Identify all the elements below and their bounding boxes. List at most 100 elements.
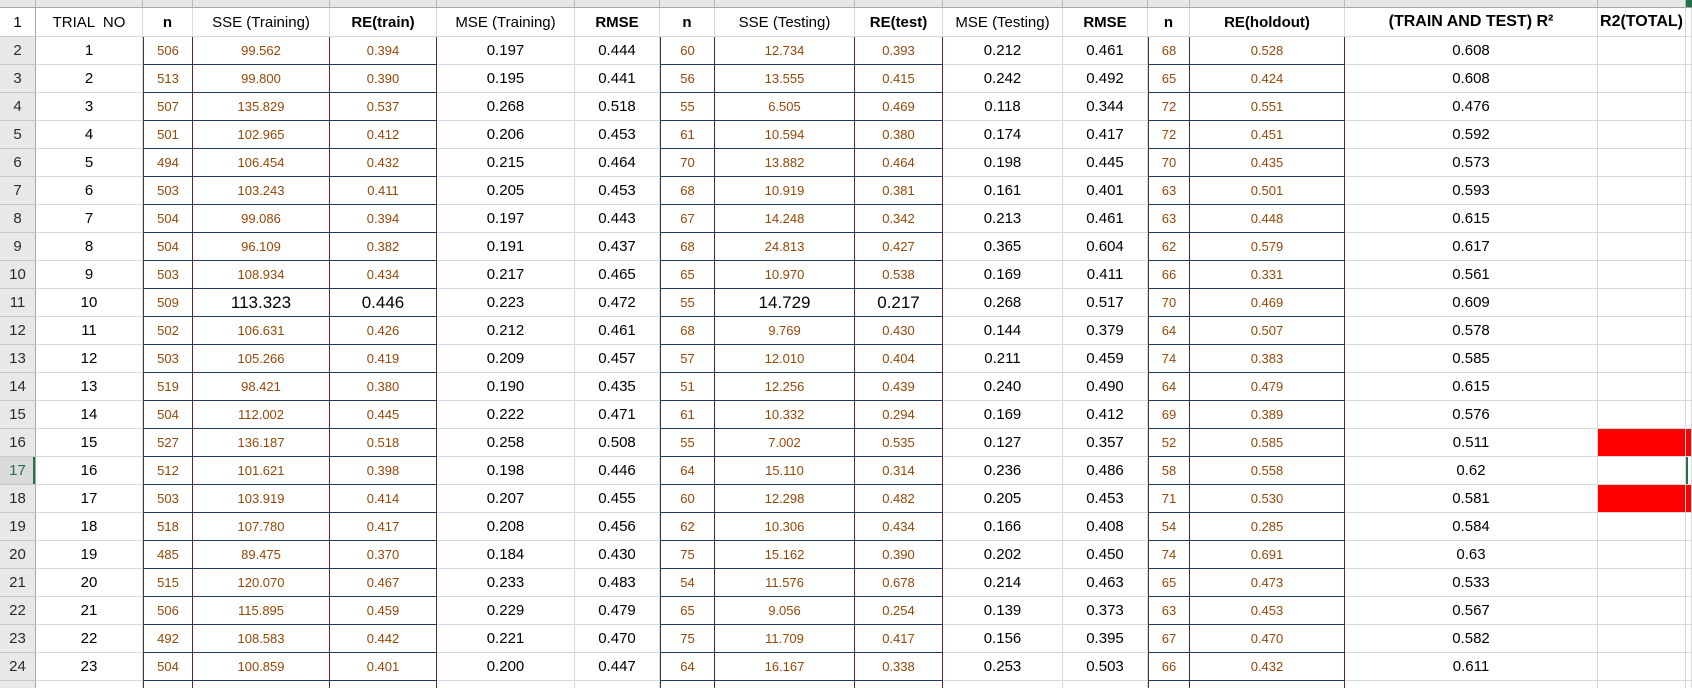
cell-stub[interactable] bbox=[1686, 541, 1692, 569]
cell-rmse_train[interactable]: 0.446 bbox=[575, 457, 660, 485]
cell-r2_total[interactable] bbox=[1598, 569, 1686, 597]
cell-mse_test[interactable]: 0.236 bbox=[943, 457, 1063, 485]
cell-trial[interactable]: 22 bbox=[36, 625, 143, 653]
cell-rmse_train[interactable]: 0.464 bbox=[575, 149, 660, 177]
cell-re_holdout[interactable]: 0.558 bbox=[1190, 457, 1345, 485]
cell-mse_test[interactable]: 0.211 bbox=[943, 345, 1063, 373]
cell-re_holdout[interactable]: 0.432 bbox=[1190, 653, 1345, 681]
cell-stub[interactable] bbox=[1686, 233, 1692, 261]
cell-r2_traintest[interactable]: 0.576 bbox=[1345, 401, 1598, 429]
cell-re_holdout[interactable]: 0.551 bbox=[1190, 93, 1345, 121]
cell-stub[interactable] bbox=[1686, 457, 1692, 485]
cell-mse_train[interactable]: 0.205 bbox=[437, 177, 575, 205]
cell-re_holdout[interactable]: 0.424 bbox=[1190, 65, 1345, 93]
cell-sse_test[interactable]: 10.306 bbox=[715, 513, 855, 541]
cell-stub[interactable] bbox=[1686, 597, 1692, 625]
cell-re_holdout[interactable]: 0.528 bbox=[1190, 37, 1345, 65]
cell-sse_test[interactable] bbox=[715, 681, 855, 688]
cell-re_test[interactable]: 0.415 bbox=[855, 65, 943, 93]
cell-stub[interactable] bbox=[1686, 261, 1692, 289]
column-header-stub[interactable] bbox=[1686, 8, 1692, 37]
column-header-mse_train[interactable]: MSE (Training) bbox=[437, 8, 575, 37]
cell-re_holdout[interactable]: 0.501 bbox=[1190, 177, 1345, 205]
cell-rmse_test[interactable]: 0.357 bbox=[1063, 429, 1148, 457]
cell-mse_test[interactable]: 0.169 bbox=[943, 261, 1063, 289]
cell-rmse_test[interactable]: 0.459 bbox=[1063, 345, 1148, 373]
cell-rmse_test[interactable]: 0.379 bbox=[1063, 317, 1148, 345]
cell-re_train[interactable]: 0.394 bbox=[330, 205, 437, 233]
cell-sse_test[interactable]: 14.248 bbox=[715, 205, 855, 233]
cell-mse_train[interactable]: 0.223 bbox=[437, 289, 575, 317]
cell-trial[interactable]: 8 bbox=[36, 233, 143, 261]
cell-sse_test[interactable]: 12.298 bbox=[715, 485, 855, 513]
cell-n_test[interactable]: 61 bbox=[660, 121, 715, 149]
cell-mse_train[interactable]: 0.209 bbox=[437, 345, 575, 373]
cell-trial[interactable]: 1 bbox=[36, 37, 143, 65]
cell-rmse_test[interactable]: 0.373 bbox=[1063, 597, 1148, 625]
cell-n_test[interactable]: 70 bbox=[660, 149, 715, 177]
cell-stub[interactable] bbox=[1686, 149, 1692, 177]
cell-rmse_test[interactable]: 0.461 bbox=[1063, 37, 1148, 65]
cell-r2_total[interactable] bbox=[1598, 205, 1686, 233]
cell-mse_test[interactable]: 0.169 bbox=[943, 401, 1063, 429]
cell-trial[interactable]: 10 bbox=[36, 289, 143, 317]
cell-stub[interactable] bbox=[1686, 485, 1692, 513]
cell-rmse_train[interactable]: 0.453 bbox=[575, 121, 660, 149]
cell-sse_train[interactable]: 112.002 bbox=[193, 401, 330, 429]
cell-mse_train[interactable]: 0.198 bbox=[437, 457, 575, 485]
cell-r2_traintest[interactable]: 0.611 bbox=[1345, 653, 1598, 681]
cell-n_holdout[interactable] bbox=[1148, 681, 1190, 688]
cell-re_train[interactable] bbox=[330, 681, 437, 688]
column-header-n_train[interactable]: n bbox=[143, 8, 193, 37]
cell-stub[interactable] bbox=[1686, 121, 1692, 149]
cell-n_test[interactable]: 51 bbox=[660, 373, 715, 401]
cell-n_train[interactable]: 518 bbox=[143, 513, 193, 541]
cell-mse_train[interactable]: 0.184 bbox=[437, 541, 575, 569]
cell-re_holdout[interactable]: 0.507 bbox=[1190, 317, 1345, 345]
column-header-sse_train[interactable]: SSE (Training) bbox=[193, 8, 330, 37]
cell-re_holdout[interactable]: 0.479 bbox=[1190, 373, 1345, 401]
cell-r2_traintest[interactable]: 0.582 bbox=[1345, 625, 1598, 653]
cell-n_test[interactable]: 55 bbox=[660, 429, 715, 457]
cell-mse_test[interactable]: 0.253 bbox=[943, 653, 1063, 681]
cell-stub[interactable] bbox=[1686, 373, 1692, 401]
row-header[interactable]: 23 bbox=[0, 625, 36, 653]
cell-re_train[interactable]: 0.382 bbox=[330, 233, 437, 261]
cell-n_test[interactable]: 60 bbox=[660, 37, 715, 65]
cell-re_train[interactable]: 0.412 bbox=[330, 121, 437, 149]
row-header[interactable]: 3 bbox=[0, 65, 36, 93]
cell-n_train[interactable]: 501 bbox=[143, 121, 193, 149]
cell-r2_total[interactable] bbox=[1598, 121, 1686, 149]
cell-sse_test[interactable]: 13.882 bbox=[715, 149, 855, 177]
row-header[interactable]: 5 bbox=[0, 121, 36, 149]
cell-sse_train[interactable]: 106.631 bbox=[193, 317, 330, 345]
cell-re_holdout[interactable]: 0.451 bbox=[1190, 121, 1345, 149]
cell-rmse_train[interactable]: 0.455 bbox=[575, 485, 660, 513]
cell-re_train[interactable]: 0.442 bbox=[330, 625, 437, 653]
cell-rmse_test[interactable]: 0.344 bbox=[1063, 93, 1148, 121]
cell-r2_total[interactable] bbox=[1598, 345, 1686, 373]
cell-n_test[interactable]: 75 bbox=[660, 541, 715, 569]
cell-re_train[interactable]: 0.467 bbox=[330, 569, 437, 597]
row-header[interactable]: 1 bbox=[0, 8, 36, 37]
cell-r2_traintest[interactable]: 0.593 bbox=[1345, 177, 1598, 205]
cell-rmse_test[interactable]: 0.503 bbox=[1063, 653, 1148, 681]
cell-re_test[interactable]: 0.427 bbox=[855, 233, 943, 261]
cell-mse_train[interactable]: 0.197 bbox=[437, 37, 575, 65]
cell-n_train[interactable]: 503 bbox=[143, 485, 193, 513]
cell-n_train[interactable]: 502 bbox=[143, 317, 193, 345]
cell-r2_total[interactable] bbox=[1598, 177, 1686, 205]
cell-mse_train[interactable]: 0.191 bbox=[437, 233, 575, 261]
cell-r2_traintest[interactable]: 0.584 bbox=[1345, 513, 1598, 541]
cell-n_test[interactable] bbox=[660, 681, 715, 688]
cell-n_holdout[interactable]: 66 bbox=[1148, 261, 1190, 289]
cell-n_train[interactable]: 519 bbox=[143, 373, 193, 401]
cell-re_test[interactable]: 0.535 bbox=[855, 429, 943, 457]
cell-rmse_train[interactable]: 0.444 bbox=[575, 37, 660, 65]
cell-sse_train[interactable]: 108.583 bbox=[193, 625, 330, 653]
cell-re_train[interactable]: 0.398 bbox=[330, 457, 437, 485]
cell-r2_traintest[interactable]: 0.581 bbox=[1345, 485, 1598, 513]
cell-mse_train[interactable]: 0.217 bbox=[437, 261, 575, 289]
cell-mse_test[interactable]: 0.127 bbox=[943, 429, 1063, 457]
cell-r2_traintest[interactable]: 0.615 bbox=[1345, 205, 1598, 233]
